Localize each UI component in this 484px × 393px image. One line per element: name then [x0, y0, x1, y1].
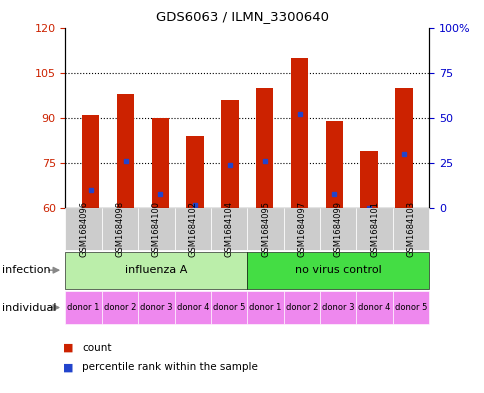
Text: no virus control: no virus control: [294, 265, 381, 275]
Text: GSM1684102: GSM1684102: [188, 201, 197, 257]
Bar: [186, 136, 203, 208]
Bar: [117, 94, 134, 208]
Text: donor 5: donor 5: [394, 303, 426, 312]
Bar: [290, 58, 308, 208]
Text: donor 5: donor 5: [212, 303, 245, 312]
Text: donor 3: donor 3: [321, 303, 354, 312]
Text: donor 4: donor 4: [358, 303, 390, 312]
Text: infection: infection: [2, 265, 51, 275]
Text: donor 2: donor 2: [285, 303, 318, 312]
Bar: [325, 121, 342, 208]
Bar: [360, 151, 377, 208]
Text: GSM1684103: GSM1684103: [406, 201, 415, 257]
Text: GDS6063 / ILMN_3300640: GDS6063 / ILMN_3300640: [156, 10, 328, 23]
Text: individual: individual: [2, 303, 57, 312]
Text: GSM1684098: GSM1684098: [115, 201, 124, 257]
Text: ■: ■: [63, 362, 74, 373]
Text: GSM1684099: GSM1684099: [333, 201, 342, 257]
Text: donor 1: donor 1: [67, 303, 100, 312]
Bar: [256, 88, 273, 208]
Text: GSM1684096: GSM1684096: [79, 201, 88, 257]
Bar: [221, 100, 238, 208]
Text: donor 1: donor 1: [249, 303, 281, 312]
Text: GSM1684101: GSM1684101: [369, 201, 378, 257]
Bar: [151, 118, 169, 208]
Text: GSM1684097: GSM1684097: [297, 201, 306, 257]
Text: GSM1684104: GSM1684104: [224, 201, 233, 257]
Text: donor 3: donor 3: [140, 303, 172, 312]
Bar: [82, 115, 99, 208]
Text: GSM1684095: GSM1684095: [260, 201, 270, 257]
Text: ■: ■: [63, 343, 74, 353]
Text: count: count: [82, 343, 112, 353]
Text: donor 2: donor 2: [104, 303, 136, 312]
Text: influenza A: influenza A: [125, 265, 187, 275]
Text: GSM1684100: GSM1684100: [151, 201, 161, 257]
Text: donor 4: donor 4: [176, 303, 209, 312]
Text: percentile rank within the sample: percentile rank within the sample: [82, 362, 258, 373]
Bar: [394, 88, 412, 208]
